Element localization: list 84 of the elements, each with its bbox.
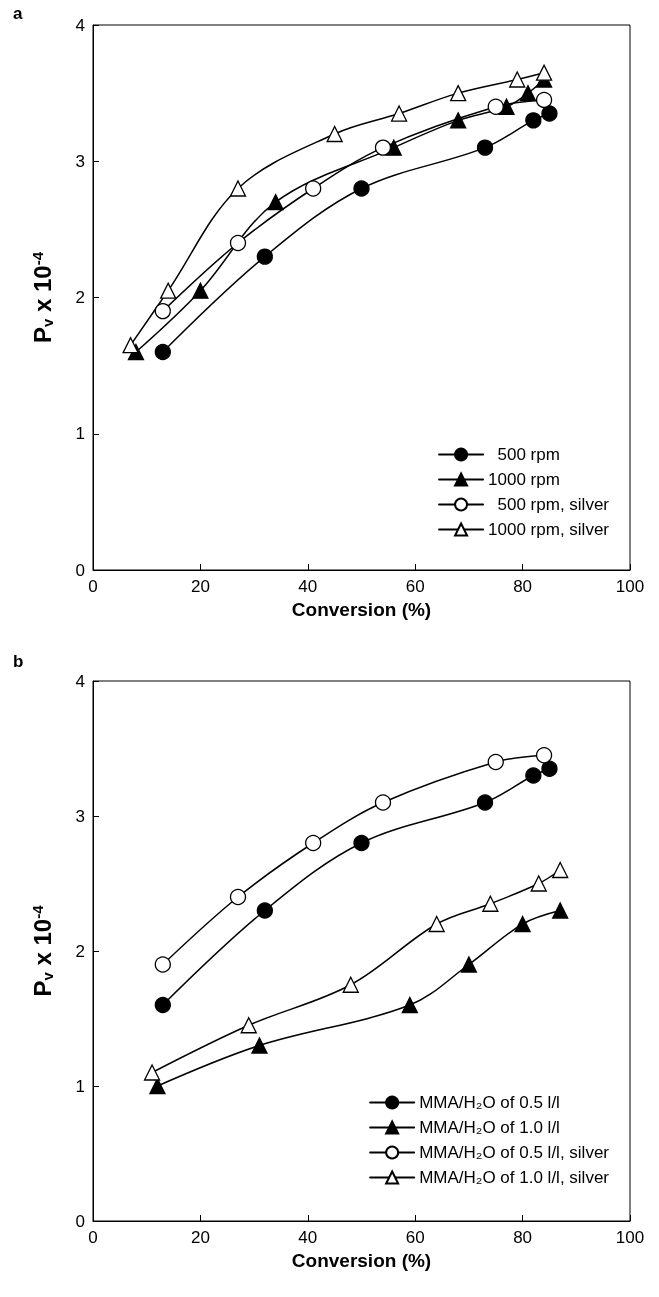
point bbox=[256, 248, 273, 265]
legend-label: 500 rpm bbox=[488, 445, 560, 464]
point bbox=[154, 996, 171, 1014]
x-tick-label: 40 bbox=[298, 1228, 318, 1247]
point bbox=[229, 180, 247, 197]
point bbox=[267, 193, 284, 211]
y-tick-label: 4 bbox=[75, 15, 85, 35]
point bbox=[525, 767, 542, 784]
point bbox=[251, 1037, 268, 1054]
point bbox=[519, 84, 537, 102]
x-tick-label: 40 bbox=[298, 577, 318, 596]
point bbox=[509, 71, 526, 88]
point bbox=[487, 98, 504, 115]
point bbox=[390, 105, 408, 122]
x-tick-label: 0 bbox=[88, 577, 98, 596]
point bbox=[160, 282, 177, 299]
point bbox=[192, 282, 209, 299]
point bbox=[154, 956, 171, 973]
point bbox=[401, 996, 418, 1014]
point bbox=[374, 794, 392, 811]
x-tick-label: 80 bbox=[513, 1228, 533, 1247]
y-tick-label: 0 bbox=[75, 560, 85, 580]
chart-title: a bbox=[13, 4, 23, 23]
y-axis-title: Pv x 10-4 bbox=[29, 251, 56, 344]
point bbox=[342, 976, 359, 993]
point bbox=[482, 895, 499, 912]
legend-label: MMA/H₂O of 0.5 l/l bbox=[419, 1093, 560, 1112]
point bbox=[154, 302, 171, 320]
point bbox=[305, 180, 322, 197]
point bbox=[143, 1064, 161, 1081]
legend-label: 1000 rpm bbox=[488, 470, 560, 489]
point bbox=[525, 112, 542, 129]
x-tick-label: 100 bbox=[615, 577, 645, 596]
y-axis-title: Pv x 10-4 bbox=[29, 904, 56, 997]
y-tick-label: 4 bbox=[75, 671, 85, 691]
point bbox=[514, 915, 531, 933]
y-tick-label: 3 bbox=[75, 151, 85, 171]
point bbox=[541, 105, 558, 122]
legend-label: MMA/H₂O of 1.0 l/l bbox=[419, 1118, 560, 1137]
y-tick-label: 1 bbox=[75, 1076, 85, 1096]
chart-title: b bbox=[13, 652, 24, 671]
point bbox=[122, 337, 139, 354]
x-tick-label: 0 bbox=[88, 1228, 98, 1247]
x-tick-label: 100 bbox=[615, 1228, 645, 1247]
point bbox=[535, 64, 553, 81]
x-tick-label: 20 bbox=[190, 577, 210, 596]
point bbox=[476, 139, 494, 156]
x-tick-label: 80 bbox=[513, 577, 533, 596]
point bbox=[450, 112, 467, 129]
point bbox=[460, 956, 478, 973]
y-tick-label: 1 bbox=[75, 424, 85, 444]
legend-label: 1000 rpm, silver bbox=[488, 520, 610, 539]
point bbox=[541, 760, 558, 777]
point bbox=[535, 747, 553, 764]
point bbox=[326, 125, 343, 143]
x-tick-label: 60 bbox=[405, 577, 425, 596]
x-axis-title: Conversion (%) bbox=[291, 599, 432, 620]
point bbox=[305, 834, 322, 852]
point bbox=[552, 902, 569, 919]
y-tick-label: 2 bbox=[75, 941, 85, 961]
point bbox=[240, 1017, 257, 1034]
x-tick-label: 60 bbox=[405, 1228, 425, 1247]
x-axis-title: Conversion (%) bbox=[291, 1250, 432, 1271]
point bbox=[487, 753, 504, 771]
point bbox=[374, 139, 392, 156]
point bbox=[530, 875, 547, 892]
point bbox=[428, 915, 445, 933]
point bbox=[535, 91, 553, 109]
point bbox=[229, 888, 247, 906]
legend-label: 500 rpm, silver bbox=[488, 495, 610, 514]
x-tick-label: 20 bbox=[190, 1228, 210, 1247]
point bbox=[552, 861, 569, 879]
point bbox=[450, 84, 467, 102]
point bbox=[353, 834, 370, 852]
point bbox=[353, 180, 370, 197]
legend-label: MMA/H₂O of 1.0 l/l, silver bbox=[419, 1168, 610, 1187]
point bbox=[154, 343, 171, 361]
point bbox=[476, 794, 494, 811]
y-tick-label: 0 bbox=[75, 1211, 85, 1231]
y-tick-label: 3 bbox=[75, 806, 85, 826]
point bbox=[256, 902, 273, 919]
point bbox=[229, 234, 247, 252]
legend-label: MMA/H₂O of 0.5 l/l, silver bbox=[419, 1143, 610, 1162]
y-tick-label: 2 bbox=[75, 288, 85, 307]
